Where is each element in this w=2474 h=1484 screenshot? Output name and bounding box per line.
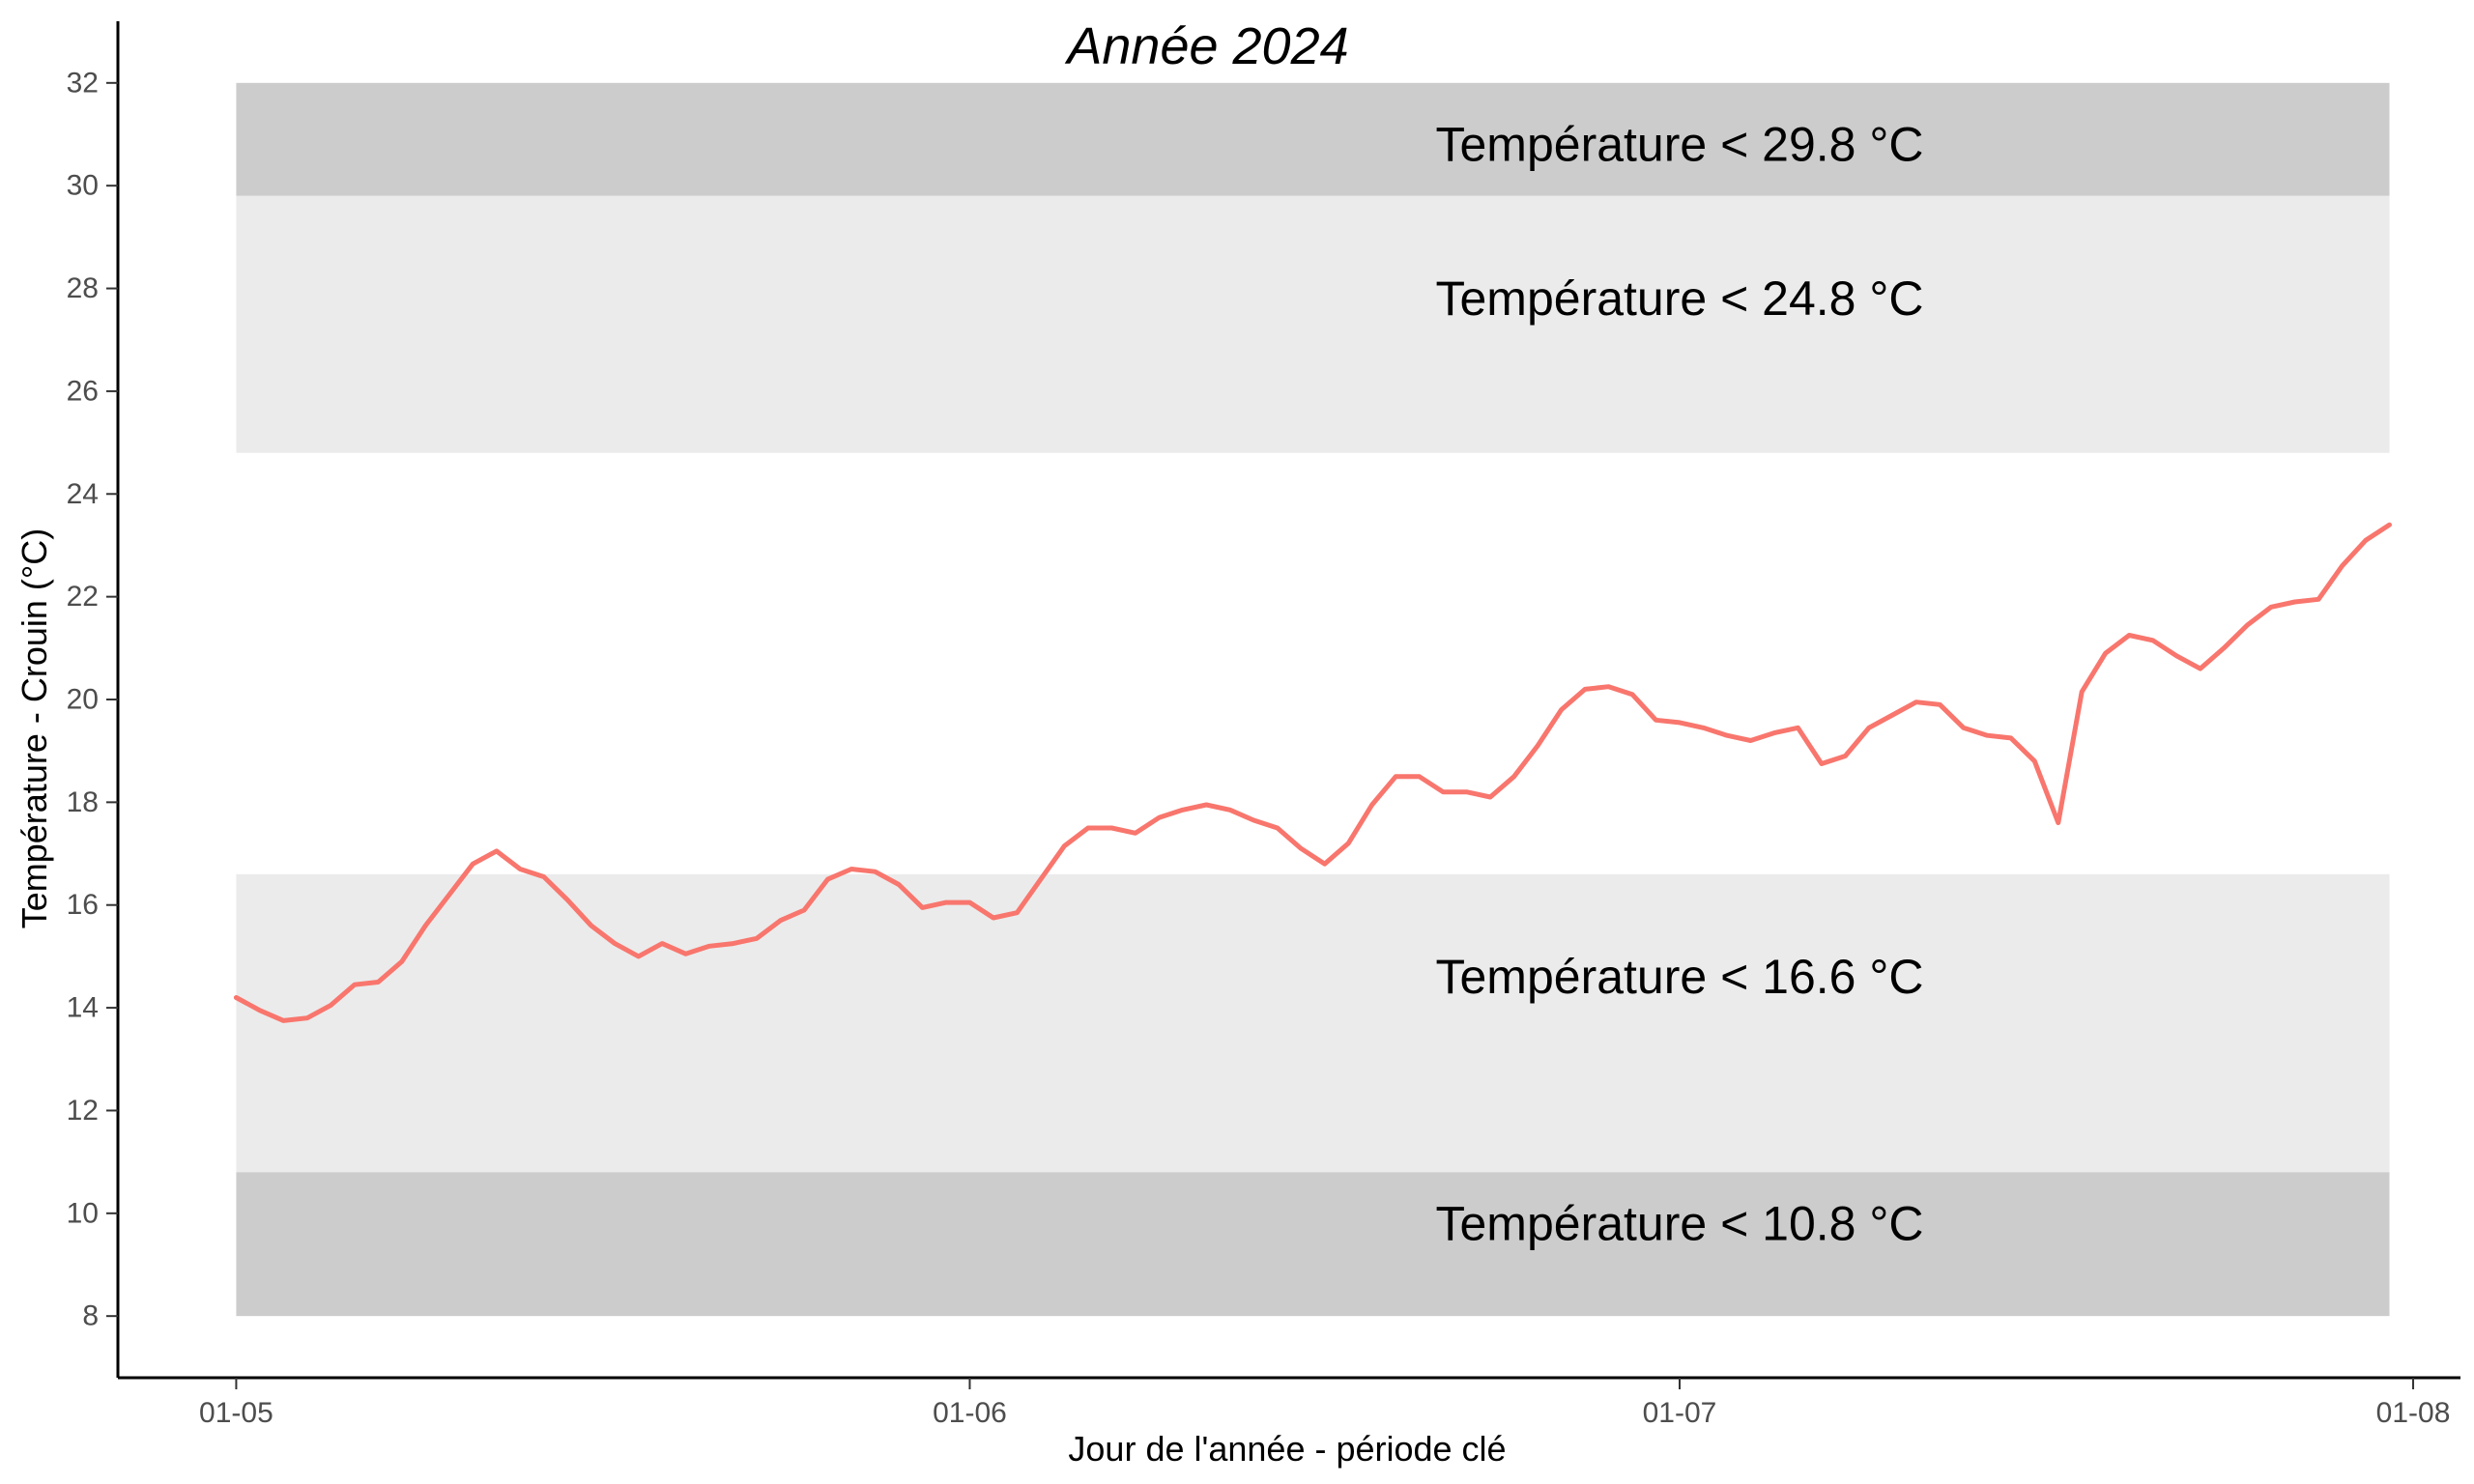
threshold-band <box>236 195 2390 453</box>
y-tick-label: 20 <box>67 684 99 716</box>
y-tick-label: 18 <box>67 786 99 818</box>
y-tick-label: 24 <box>67 478 99 510</box>
y-tick-label: 30 <box>67 170 99 202</box>
threshold-band-label: Température < 29.8 °C <box>1436 118 1924 172</box>
threshold-band-label: Température < 10.8 °C <box>1436 1196 1924 1250</box>
temperature-series <box>233 522 2392 1023</box>
y-tick-label: 14 <box>67 992 99 1024</box>
x-axis-title: Jour de l'année - période clé <box>1068 1429 1506 1469</box>
y-tick-label: 16 <box>67 889 99 921</box>
x-tick-label: 01-06 <box>933 1397 1007 1429</box>
threshold-band-label: Température < 24.8 °C <box>1436 271 1924 326</box>
x-tick-label: 01-08 <box>2376 1397 2451 1429</box>
x-axis-ticks: 01-05 01-06 01-07 01-08 <box>199 1378 2450 1429</box>
y-tick-label: 10 <box>67 1197 99 1229</box>
threshold-bands <box>236 82 2390 1317</box>
chart-title: Année 2024 <box>1064 17 1348 75</box>
threshold-band <box>236 1172 2390 1317</box>
y-axis-title: Température - Crouin (°C) <box>14 528 54 929</box>
series-line <box>233 522 2392 1023</box>
y-axis-ticks: 8 10 12 14 16 18 20 22 24 26 28 30 32 <box>67 67 118 1332</box>
x-tick-label: 01-07 <box>1643 1397 1717 1429</box>
y-tick-label: 22 <box>67 581 99 613</box>
x-tick-label: 01-05 <box>199 1397 273 1429</box>
y-tick-label: 8 <box>82 1300 99 1332</box>
y-tick-label: 26 <box>67 375 99 407</box>
y-tick-label: 28 <box>67 272 99 304</box>
y-tick-label: 12 <box>67 1095 99 1127</box>
threshold-band <box>236 873 2390 1173</box>
threshold-band-label: Température < 16.6 °C <box>1436 950 1924 1004</box>
y-tick-label: 32 <box>67 67 99 99</box>
threshold-band <box>236 82 2390 196</box>
threshold-band-labels: Température < 29.8 °C Température < 24.8 … <box>1436 118 1924 1251</box>
